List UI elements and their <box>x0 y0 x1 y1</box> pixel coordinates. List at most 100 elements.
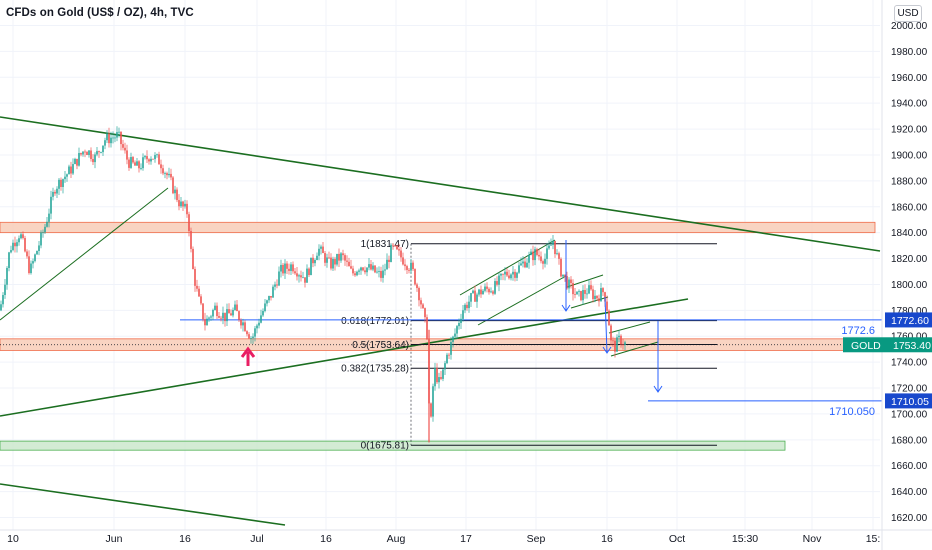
candle-body <box>416 284 418 289</box>
candle-body <box>492 291 494 294</box>
candle-body <box>378 270 380 272</box>
candle-body <box>104 140 106 146</box>
candle-body <box>388 259 390 262</box>
lower-trend-line <box>0 483 286 526</box>
x-tick-label: 15: <box>866 533 881 545</box>
candle-body <box>402 257 404 265</box>
candle-body <box>620 335 622 345</box>
candle-body <box>426 317 428 340</box>
candle-body <box>374 265 376 273</box>
x-tick-label: 16 <box>601 533 613 545</box>
candle-body <box>366 267 368 273</box>
candle-body <box>296 273 298 277</box>
candle-body <box>154 155 156 160</box>
currency-badge[interactable]: USD <box>894 5 922 22</box>
candle-body <box>216 305 218 317</box>
candle-body <box>194 268 196 286</box>
candle-body <box>482 290 484 295</box>
y-tick-label: 1640.00 <box>891 487 928 498</box>
candle-body <box>326 257 328 263</box>
y-tick-label: 1840.00 <box>891 228 928 239</box>
candle-body <box>72 164 74 174</box>
candle-body <box>302 277 304 279</box>
candle-body <box>134 162 136 166</box>
candle-body <box>504 271 506 275</box>
candle-body <box>240 319 242 326</box>
candle-body <box>218 316 220 318</box>
candle-body <box>74 158 76 165</box>
candle-body <box>168 173 170 176</box>
candle-body <box>252 336 254 339</box>
candle-body <box>342 253 344 256</box>
price-line-tag-label: 1772.60 <box>891 315 929 327</box>
candle-body <box>158 154 160 165</box>
x-tick-label: Sep <box>527 533 546 545</box>
candle-body <box>480 289 482 295</box>
candle-body <box>156 154 158 156</box>
candle-body <box>64 176 66 180</box>
projection-arrow-2 <box>602 296 612 354</box>
candle-body <box>430 403 432 417</box>
candle-body <box>124 147 126 151</box>
candle-body <box>14 242 16 247</box>
candle-body <box>592 289 594 300</box>
candle-body <box>396 245 398 250</box>
candle-body <box>22 234 24 239</box>
candle-body <box>226 309 228 322</box>
candle-body <box>282 264 284 274</box>
candle-body <box>204 319 206 326</box>
candle-body <box>354 273 356 276</box>
fib-level-label: 0.5(1753.64) <box>352 340 409 351</box>
candle-body <box>420 300 422 305</box>
candle-body <box>598 298 600 302</box>
y-tick-label: 1900.00 <box>891 150 928 161</box>
candle-body <box>126 150 128 160</box>
candle-body <box>614 340 616 352</box>
candle-body <box>118 131 120 133</box>
candle-body <box>562 274 564 277</box>
candle-body <box>162 168 164 174</box>
candle-body <box>258 322 260 326</box>
candle-body <box>214 305 216 310</box>
candle-body <box>606 301 608 311</box>
candle-body <box>172 177 174 194</box>
candle-body <box>320 246 322 249</box>
candle-body <box>170 173 172 178</box>
price-axis: 1620.00 1640.00 1660.00 1680.00 1700.00 1720.… <box>881 0 928 550</box>
candle-body <box>344 255 346 261</box>
candle-body <box>538 254 540 257</box>
fib-level-label: 1(1831.47) <box>361 239 409 250</box>
y-tick-label: 2000.00 <box>891 21 928 32</box>
candle-body <box>266 300 268 304</box>
candle-body <box>518 265 520 273</box>
candle-body <box>90 150 92 159</box>
candle-body <box>304 277 306 283</box>
candle-body <box>314 259 316 264</box>
candle-body <box>316 255 318 260</box>
y-tick-label: 1660.00 <box>891 461 928 472</box>
candle-body <box>12 242 14 251</box>
candle-body <box>494 281 496 294</box>
candle-body <box>506 271 508 276</box>
candle-body <box>48 213 50 222</box>
candle-body <box>80 153 82 155</box>
candle-body <box>564 274 566 277</box>
candle-body <box>466 304 468 309</box>
candle-body <box>410 262 412 271</box>
candle-body <box>500 273 502 276</box>
y-tick-label: 1820.00 <box>891 254 928 265</box>
candle-body <box>532 251 534 261</box>
candle-body <box>624 342 626 346</box>
candle-body <box>390 244 392 262</box>
candle-body <box>448 354 450 356</box>
candle-body <box>286 263 288 269</box>
candle-body <box>206 318 208 326</box>
x-tick-label: Aug <box>387 533 406 545</box>
candle-body <box>8 252 10 268</box>
candle-body <box>556 253 558 255</box>
x-tick-label: Jun <box>106 533 123 545</box>
candle-body <box>128 159 130 168</box>
y-tick-label: 1880.00 <box>891 176 928 187</box>
candle-body <box>424 308 426 318</box>
